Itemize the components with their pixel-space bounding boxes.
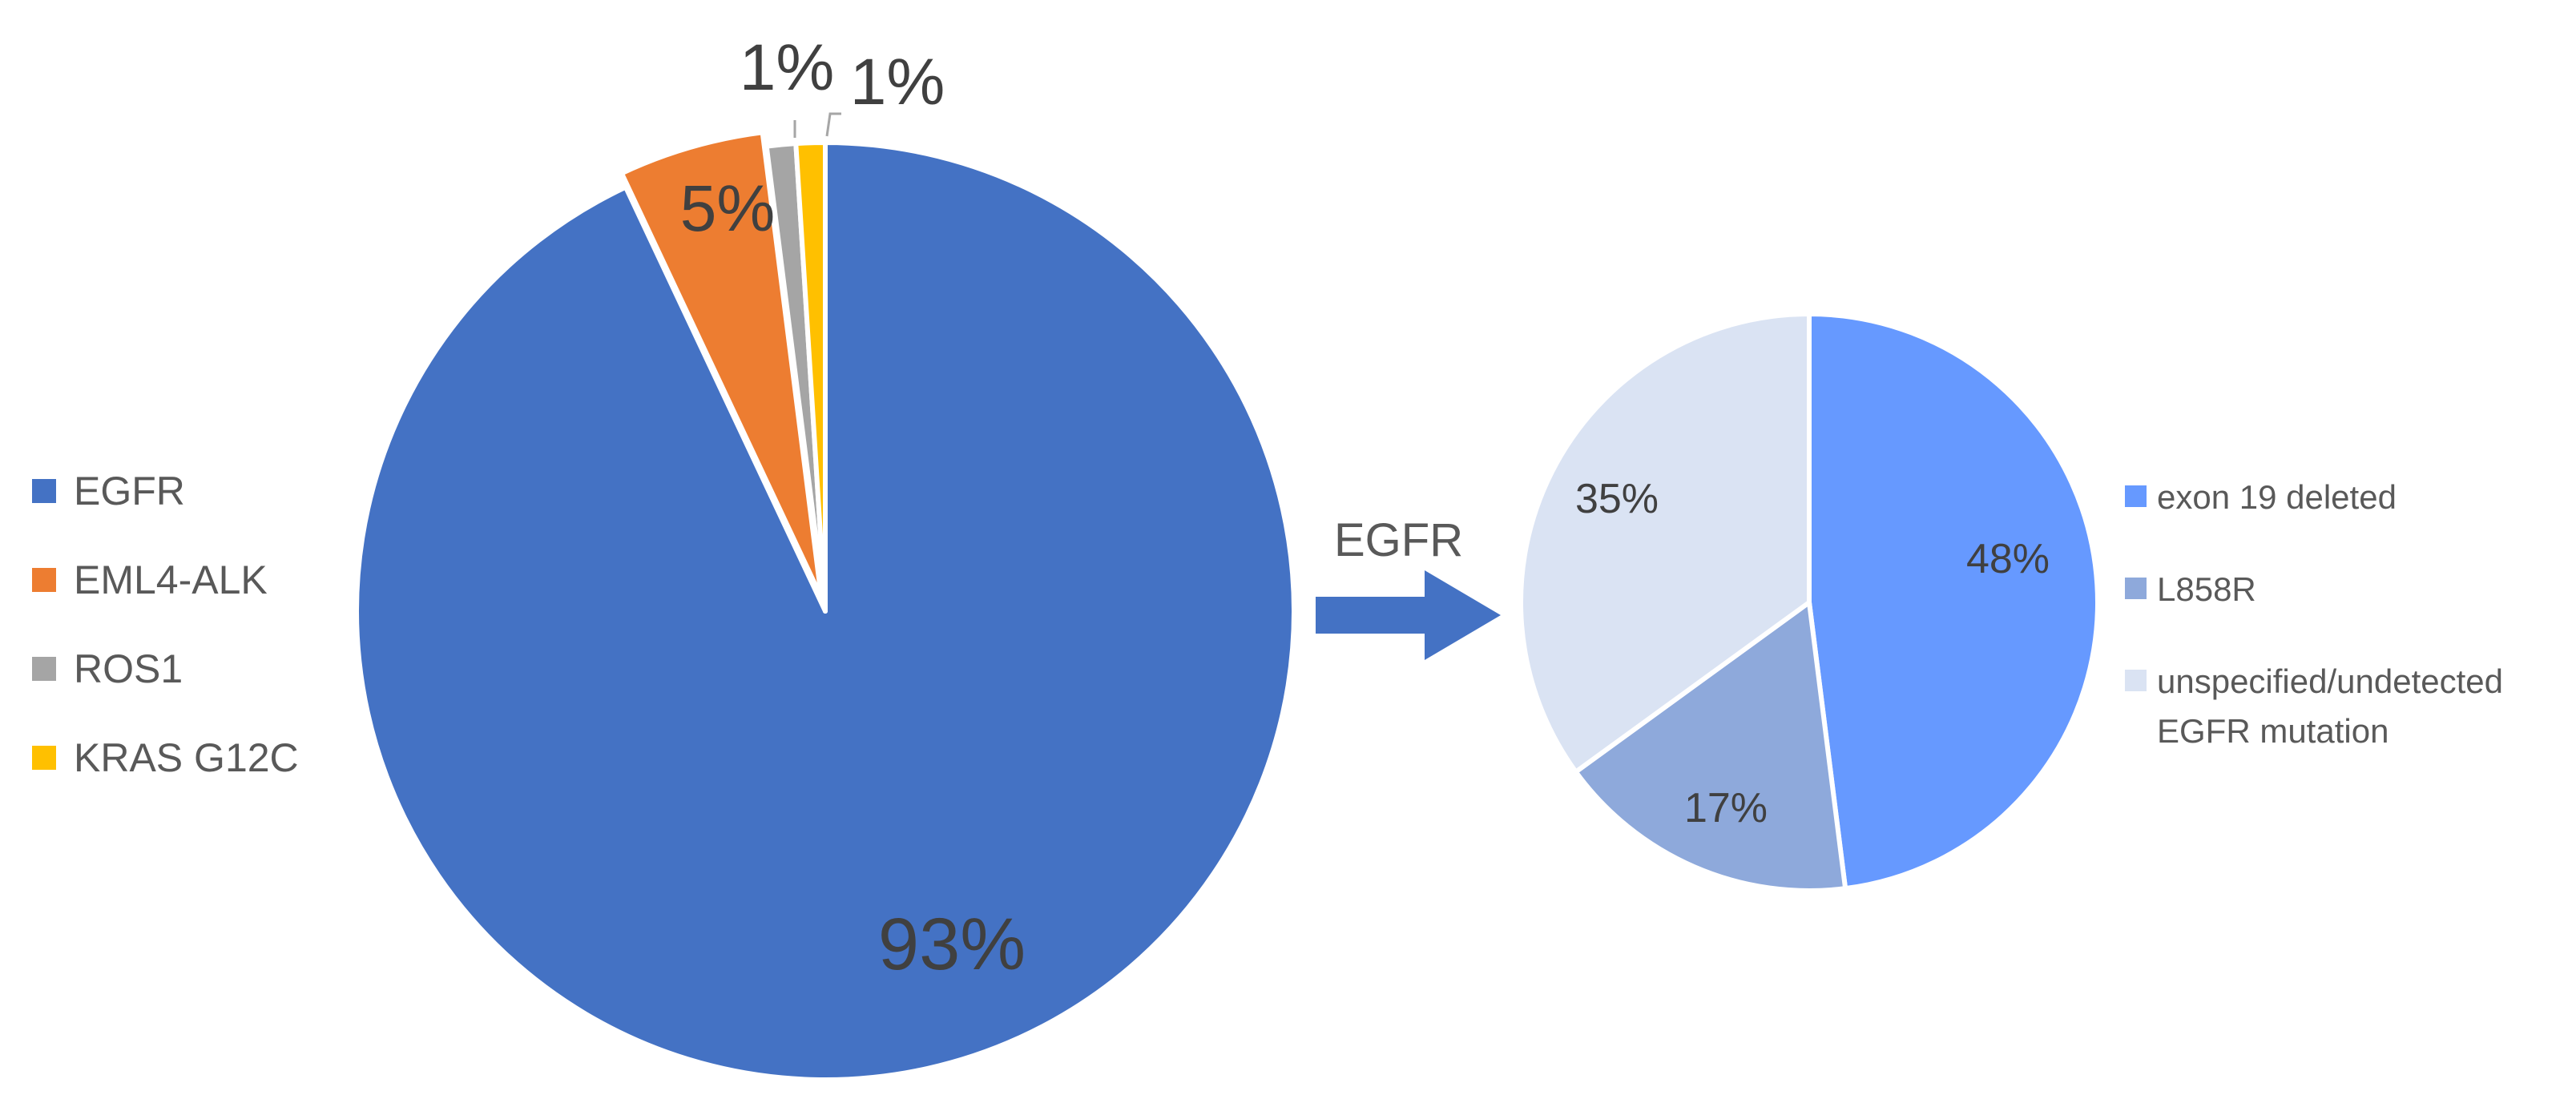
link-label: EGFR	[1334, 514, 1464, 566]
main-pie-labels: 93% 5% 1% 1%	[680, 31, 1026, 985]
main-legend-swatch-egfr	[32, 479, 56, 503]
main-data-label-kras-g12c: 1%	[850, 46, 945, 119]
sub-legend-swatch-l858r	[2125, 578, 2147, 599]
sub-slice-unspecified-undetected-egfr-mutation	[1518, 312, 1812, 775]
main-legend-swatch-kras-g12c	[32, 746, 56, 770]
main-data-label-ros1: 1%	[740, 31, 835, 104]
sub-legend-swatch-exon-19-deleted	[2125, 485, 2147, 507]
main-legend-label-egfr: EGFR	[74, 469, 185, 513]
main-legend-swatch-ros1	[32, 657, 56, 681]
sub-slice-exon-19-deleted	[1807, 312, 2100, 892]
sub-data-label-l858r: 17%	[1684, 785, 1768, 831]
sub-pie-labels: 48% 17% 35%	[1575, 476, 2050, 831]
sub-legend-swatch-unspecified-undetected-egfr-mutation	[2125, 670, 2147, 691]
sub-legend-label-unspecified-undetected-egfr-mutation: unspecified/undetected EGFR mutation	[2157, 662, 2503, 750]
main-slice-kras-g12c	[793, 140, 828, 614]
sub-data-label-unspecified-undetected-egfr-mutation: 35%	[1575, 476, 1659, 522]
sub-legend-label-l858r: L858R	[2157, 570, 2256, 608]
link-arrow-icon	[1316, 570, 1501, 660]
leader-line-kras-g12c	[825, 112, 841, 137]
sub-data-label-exon-19-deleted: 48%	[1966, 536, 2050, 582]
main-slice-eml4-alk	[619, 130, 824, 600]
main-data-label-eml4-alk: 5%	[680, 172, 776, 245]
main-pie	[354, 130, 1296, 1082]
sub-slice-l858r	[1573, 600, 1848, 893]
sub-pie	[1518, 312, 2100, 893]
main-legend-label-kras-g12c: KRAS G12C	[74, 735, 299, 780]
main-data-label-egfr: 93%	[878, 904, 1026, 985]
main-legend-swatch-eml4-alk	[32, 568, 56, 592]
main-legend-label-ros1: ROS1	[74, 646, 183, 691]
main-legend-label-eml4-alk: EML4-ALK	[74, 558, 268, 602]
sub-legend-label-exon-19-deleted: exon 19 deleted	[2157, 478, 2397, 516]
